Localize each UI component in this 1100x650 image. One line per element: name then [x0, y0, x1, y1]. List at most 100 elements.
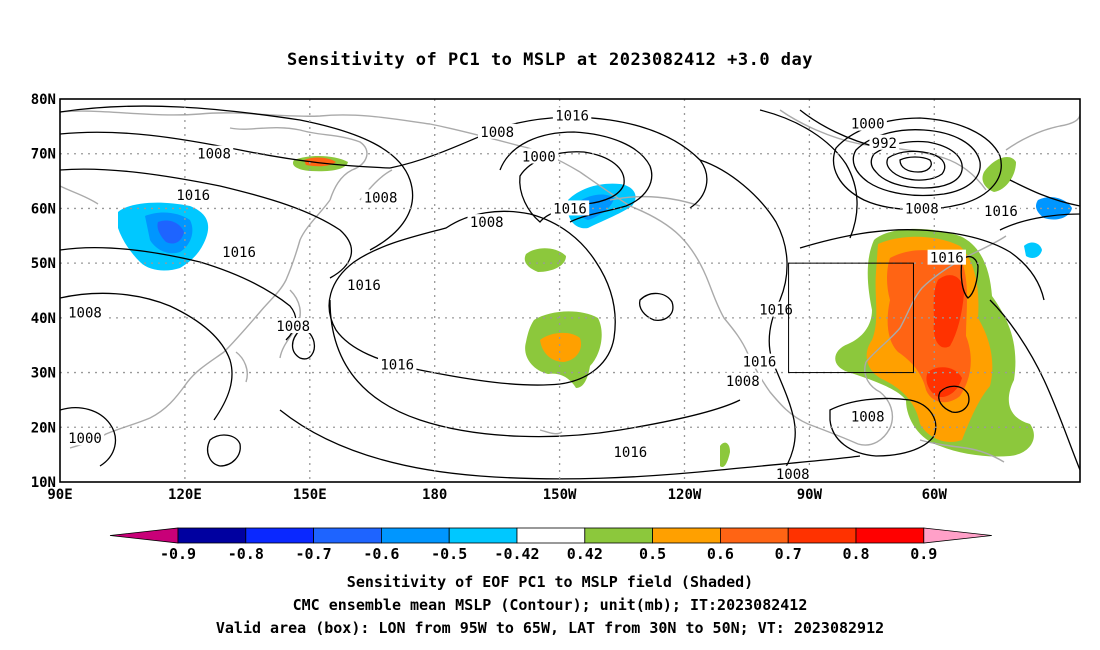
mslp-contours [60, 105, 1080, 480]
colorbar-segment [584, 527, 653, 544]
contour-label-bg [519, 148, 558, 164]
contour-label: 1008 [364, 190, 398, 206]
contour-label-bg [361, 189, 400, 205]
colorbar-label: 0.9 [910, 545, 937, 563]
contour-label-bg [174, 186, 213, 202]
contour-label: 1008 [197, 147, 231, 163]
contour-label-bg [65, 430, 105, 446]
contour-label-bg [848, 408, 887, 424]
lon-tick-label: 90W [797, 487, 823, 503]
lat-tick-label: 10N [31, 475, 56, 491]
shade-neg-siberia-core2 [157, 220, 184, 244]
contour-label-bg [552, 107, 592, 123]
lat-tick-label: 60N [31, 201, 56, 217]
lat-tick-label: 80N [31, 92, 56, 108]
shade-pos-mexico [720, 442, 730, 468]
colorbar-segment [313, 527, 382, 544]
colorbar-label: -0.8 [228, 545, 264, 563]
shade-neg-atlantic2 [1024, 242, 1042, 258]
contour-label-bg [467, 214, 506, 230]
contour-label: 1008 [905, 201, 939, 217]
contour-label-bg [65, 304, 105, 320]
colorbar-label: 0.6 [707, 545, 734, 563]
colorbar-label: 0.8 [842, 545, 869, 563]
contour-label: 992 [872, 136, 897, 152]
colorbar-segment [448, 527, 518, 544]
lon-tick-label: 60W [922, 487, 948, 503]
contour-label: 1016 [222, 245, 256, 261]
shade-pos-pacific-core [540, 332, 582, 362]
colorbar: -0.9 -0.8 -0.7 -0.6 -0.5 -0.42 0.42 0.5 0.6 0.7 0.… [109, 527, 992, 563]
contour-labels: 1008 1016 1016 1008 1008 1000 1008 1016 1016 1008… [65, 107, 1021, 483]
colorbar-segment [720, 527, 789, 544]
contour-label: 1000 [68, 431, 102, 447]
valid-area-box [788, 262, 914, 374]
contour-label: 1008 [776, 467, 810, 483]
contour-label: 1016 [759, 303, 793, 319]
colorbar-label: -0.9 [160, 545, 196, 563]
lat-tick-label: 50N [31, 256, 56, 272]
contour-label: 1016 [553, 201, 587, 217]
contour-label: 1000 [851, 117, 885, 133]
contour-label: 1016 [930, 251, 964, 267]
colorbar-label: -0.6 [363, 545, 399, 563]
contour-label: 1008 [276, 319, 310, 335]
lon-tick-label: 120E [168, 487, 202, 503]
colorbar-segment [652, 527, 721, 544]
contour-label-bg [611, 443, 650, 459]
chart-title: Sensitivity of PC1 to MSLP at 2023082412… [286, 50, 813, 70]
colorbar-label: 0.5 [639, 545, 666, 563]
contour-label: 1016 [555, 108, 589, 124]
contour-label: 1000 [522, 149, 556, 165]
contour-label-bg [477, 123, 517, 139]
contour-label: 1008 [470, 215, 504, 231]
caption-contour: CMC ensemble mean MSLP (Contour); unit(m… [292, 596, 808, 614]
contour-label: 1008 [480, 125, 514, 141]
colorbar-label: 0.42 [567, 545, 603, 563]
colorbar-segment [245, 527, 315, 544]
contour-label-bg [723, 372, 762, 388]
contour-label-bg [869, 134, 900, 150]
colorbar-segment [380, 527, 450, 544]
contour-label-bg [773, 465, 812, 481]
shade-pos-na-red [933, 275, 964, 348]
colorbar-label: -0.7 [296, 545, 332, 563]
contour-label: 1016 [743, 355, 777, 371]
contour-label-bg [378, 356, 417, 372]
colorbar-label: 0.7 [775, 545, 802, 563]
contour-label-bg [981, 203, 1021, 219]
lon-tick-label: 90E [47, 487, 72, 503]
caption-shading: Sensitivity of EOF PC1 to MSLP field (Sh… [346, 573, 754, 591]
lat-tick-label: 40N [31, 311, 56, 327]
colorbar-segment [787, 527, 857, 544]
lat-tick-label: 20N [31, 420, 56, 436]
contour-label-bg [740, 353, 779, 369]
colorbar-label: -0.5 [431, 545, 467, 563]
contour-label-bg [219, 244, 259, 260]
contour-label: 1016 [380, 357, 414, 373]
lon-tick-label: 150W [543, 487, 577, 503]
contour-label: 1016 [984, 204, 1018, 220]
shade-pos-pacific-north [524, 248, 566, 272]
contour-label-bg [344, 277, 384, 293]
contour-label: 1016 [347, 278, 381, 294]
lon-tick-label: 150E [293, 487, 327, 503]
colorbar-label: -0.42 [494, 545, 539, 563]
caption-valid-area: Valid area (box): LON from 95W to 65W, L… [215, 619, 885, 637]
contour-label: 1008 [726, 374, 760, 390]
colorbar-low-end [109, 527, 179, 544]
lon-tick-label: 120W [668, 487, 702, 503]
contour-label-bg [848, 115, 887, 131]
contour-label-bg [756, 301, 796, 317]
lat-tick-label: 30N [31, 366, 56, 382]
contour-label-bg [927, 249, 966, 265]
contour-label: 1008 [851, 409, 885, 425]
contour-label-bg [194, 145, 234, 161]
colorbar-segment [516, 527, 586, 544]
lon-tick-label: 180 [422, 487, 447, 503]
contour-label-bg [550, 200, 590, 216]
contour-label: 1008 [68, 305, 102, 321]
shading-layer [118, 156, 1072, 468]
